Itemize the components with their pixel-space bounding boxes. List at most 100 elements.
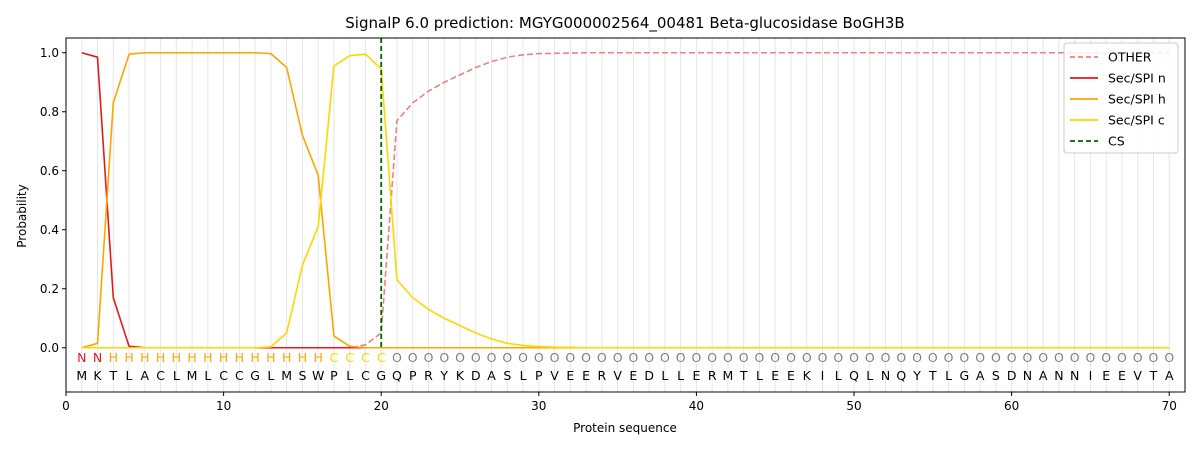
residue-letter: E bbox=[1118, 368, 1126, 383]
annotation-letter: H bbox=[124, 350, 133, 365]
residue-letter: C bbox=[235, 368, 244, 383]
x-tick-label: 60 bbox=[1004, 399, 1019, 413]
residue-letter: E bbox=[692, 368, 700, 383]
y-tick-label: 0.6 bbox=[40, 164, 59, 178]
residue-letter: L bbox=[677, 368, 684, 383]
annotation-letter: O bbox=[518, 350, 528, 365]
annotation-letter: H bbox=[203, 350, 212, 365]
residue-letter: R bbox=[598, 368, 607, 383]
residue-letter: A bbox=[1165, 368, 1174, 383]
residue-letter: C bbox=[156, 368, 165, 383]
residue-letter: L bbox=[945, 368, 952, 383]
annotation-letter: O bbox=[628, 350, 638, 365]
residue-letter: T bbox=[739, 368, 748, 383]
annotation-letter: O bbox=[550, 350, 560, 365]
residue-letter: R bbox=[424, 368, 433, 383]
residue-letter: P bbox=[535, 368, 543, 383]
residue-letter: R bbox=[708, 368, 717, 383]
residue-letter: D bbox=[471, 368, 481, 383]
residue-letter: P bbox=[330, 368, 338, 383]
residue-letter: S bbox=[298, 368, 306, 383]
residue-letter: E bbox=[582, 368, 590, 383]
residue-letter: C bbox=[361, 368, 370, 383]
annotation-letter: O bbox=[707, 350, 717, 365]
residue-letter: I bbox=[821, 368, 825, 383]
residue-letter: T bbox=[108, 368, 117, 383]
legend-label: OTHER bbox=[1108, 50, 1152, 65]
residue-letter: E bbox=[629, 368, 637, 383]
x-tick-label: 70 bbox=[1162, 399, 1177, 413]
annotation-letter: O bbox=[1054, 350, 1064, 365]
annotation-letter: O bbox=[692, 350, 702, 365]
legend: OTHER Sec/SPI n Sec/SPI h Sec/SPI c CS bbox=[1063, 42, 1179, 154]
residue-letter: A bbox=[487, 368, 496, 383]
annotation-letter: O bbox=[739, 350, 749, 365]
annotation-letter: O bbox=[896, 350, 906, 365]
residue-letter: S bbox=[503, 368, 511, 383]
annotation-letter: O bbox=[1022, 350, 1032, 365]
annotation-letter: N bbox=[77, 350, 86, 365]
y-tick-label: 0.2 bbox=[40, 282, 59, 296]
residue-letter: K bbox=[803, 368, 812, 383]
residue-letter: T bbox=[1149, 368, 1158, 383]
annotation-letter: H bbox=[235, 350, 244, 365]
series-line-sec-spi-n bbox=[81, 51, 1170, 349]
plot-frame bbox=[65, 37, 1186, 393]
residue-letter: T bbox=[928, 368, 937, 383]
annotation-letter: O bbox=[865, 350, 875, 365]
annotation-letter: N bbox=[93, 350, 102, 365]
annotation-letter: O bbox=[1164, 350, 1174, 365]
y-tick-label: 1.0 bbox=[40, 46, 59, 60]
annotation-letter: H bbox=[156, 350, 165, 365]
annotation-letter: C bbox=[361, 350, 370, 365]
residue-letter: S bbox=[992, 368, 1000, 383]
residue-letter: Q bbox=[392, 368, 402, 383]
annotation-letter: O bbox=[786, 350, 796, 365]
residue-letter: L bbox=[204, 368, 211, 383]
annotation-letter: O bbox=[439, 350, 449, 365]
annotation-letter: O bbox=[1101, 350, 1111, 365]
annotation-letter: O bbox=[487, 350, 497, 365]
y-tick-label: 0.4 bbox=[40, 223, 59, 237]
residue-letter: V bbox=[550, 368, 559, 383]
residue-letter: C bbox=[219, 368, 228, 383]
annotation-letter: H bbox=[313, 350, 322, 365]
residue-letter: A bbox=[141, 368, 150, 383]
residue-letter: K bbox=[93, 368, 102, 383]
residue-letter: L bbox=[756, 368, 763, 383]
x-tick-label: 0 bbox=[62, 399, 70, 413]
y-axis-label: Probability bbox=[15, 184, 29, 247]
annotation-letter: O bbox=[1117, 350, 1127, 365]
residue-letter: V bbox=[613, 368, 622, 383]
residue-letter: M bbox=[187, 368, 198, 383]
residue-letter: M bbox=[281, 368, 292, 383]
annotation-letter: O bbox=[818, 350, 828, 365]
residue-letter: M bbox=[76, 368, 87, 383]
annotation-letter: O bbox=[502, 350, 512, 365]
residue-letter: D bbox=[644, 368, 654, 383]
chart-title: SignalP 6.0 prediction: MGYG000002564_00… bbox=[345, 14, 904, 33]
residue-letter: G bbox=[960, 368, 970, 383]
annotation-letter: C bbox=[345, 350, 354, 365]
legend-box bbox=[1063, 42, 1179, 154]
series-layer bbox=[81, 38, 1170, 349]
grid-layer bbox=[81, 38, 1170, 392]
annotation-letter: O bbox=[1038, 350, 1048, 365]
annotation-letter: O bbox=[912, 350, 922, 365]
residue-letter: L bbox=[346, 368, 353, 383]
residue-letter: P bbox=[409, 368, 417, 383]
annotation-letter: O bbox=[565, 350, 575, 365]
legend-label: Sec/SPI c bbox=[1108, 113, 1165, 128]
annotation-letter: O bbox=[928, 350, 938, 365]
annotation-letter: H bbox=[172, 350, 181, 365]
y-tick-label: 0.8 bbox=[40, 105, 59, 119]
legend-label: Sec/SPI n bbox=[1108, 71, 1166, 86]
annotation-letter: O bbox=[613, 350, 623, 365]
annotation-letter: H bbox=[282, 350, 291, 365]
annotation-letter: O bbox=[881, 350, 891, 365]
annotation-letter: O bbox=[849, 350, 859, 365]
residue-letter: D bbox=[1007, 368, 1017, 383]
annotation-letter: O bbox=[581, 350, 591, 365]
annotation-letter: O bbox=[833, 350, 843, 365]
